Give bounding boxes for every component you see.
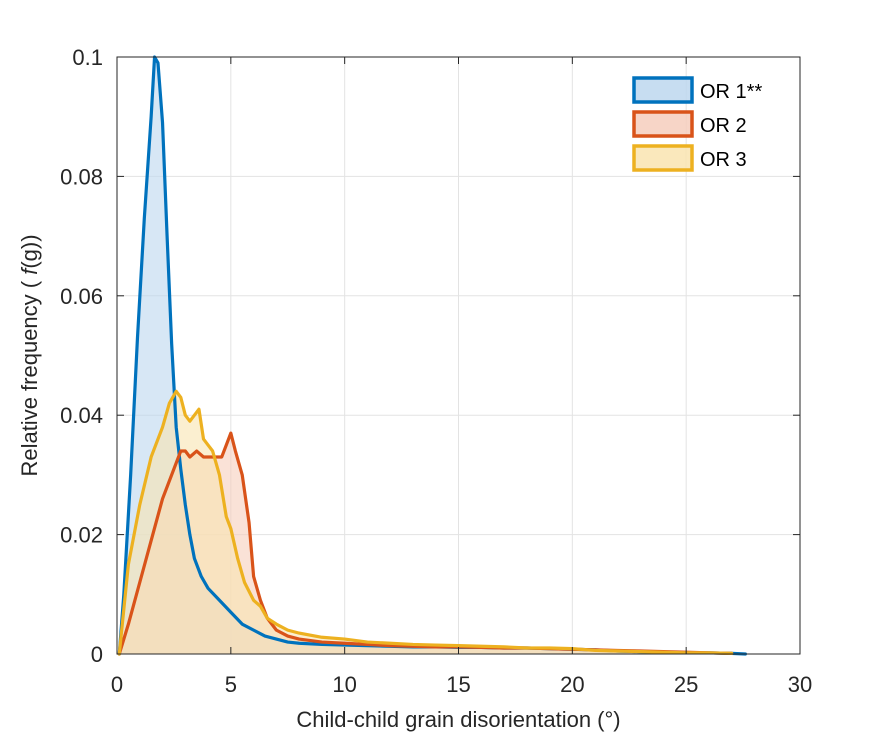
series-line-3 [117, 389, 734, 656]
x-tick-label: 10 [332, 672, 356, 697]
y-axis-title: Relative frequency ( f(g)) [17, 234, 42, 476]
x-tick-label: 30 [788, 672, 812, 697]
legend-label: OR 2 [700, 115, 747, 137]
y-tick-label: 0.06 [60, 284, 103, 309]
legend-swatch [632, 76, 694, 104]
y-tick-label: 0.08 [60, 164, 103, 189]
y-axis-title-function: f [17, 266, 42, 275]
series-areas [117, 55, 747, 656]
series-area-3 [119, 391, 732, 654]
x-tick-label: 15 [446, 672, 470, 697]
legend-item: OR 3 [632, 144, 747, 172]
axis-ticks [116, 56, 801, 655]
x-tick-label: 0 [111, 672, 123, 697]
legend-label: OR 3 [700, 149, 747, 171]
legend: OR 1** OR 2 OR 3 [632, 76, 762, 172]
x-tick-label: 25 [674, 672, 698, 697]
x-axis-title: Child-child grain disorientation (°) [296, 707, 620, 732]
legend-swatch [632, 144, 694, 172]
y-tick-label: 0.02 [60, 523, 103, 548]
legend-item: OR 1** [632, 76, 762, 104]
legend-item: OR 2 [632, 110, 747, 138]
y-axis-title-suffix: (g)) [17, 234, 42, 268]
y-tick-label: 0.04 [60, 403, 103, 428]
y-tick-label: 0.1 [72, 45, 103, 70]
x-tick-label: 20 [560, 672, 584, 697]
legend-swatch [632, 110, 694, 138]
y-tick-label: 0 [91, 642, 103, 667]
y-axis-title-prefix: Relative frequency ( [17, 275, 42, 477]
legend-label: OR 1** [700, 81, 762, 103]
axis-tick-labels: 0 5 10 15 20 25 30 0 0.02 0.04 0.06 0.08 0.1 [60, 45, 812, 697]
x-tick-label: 5 [225, 672, 237, 697]
